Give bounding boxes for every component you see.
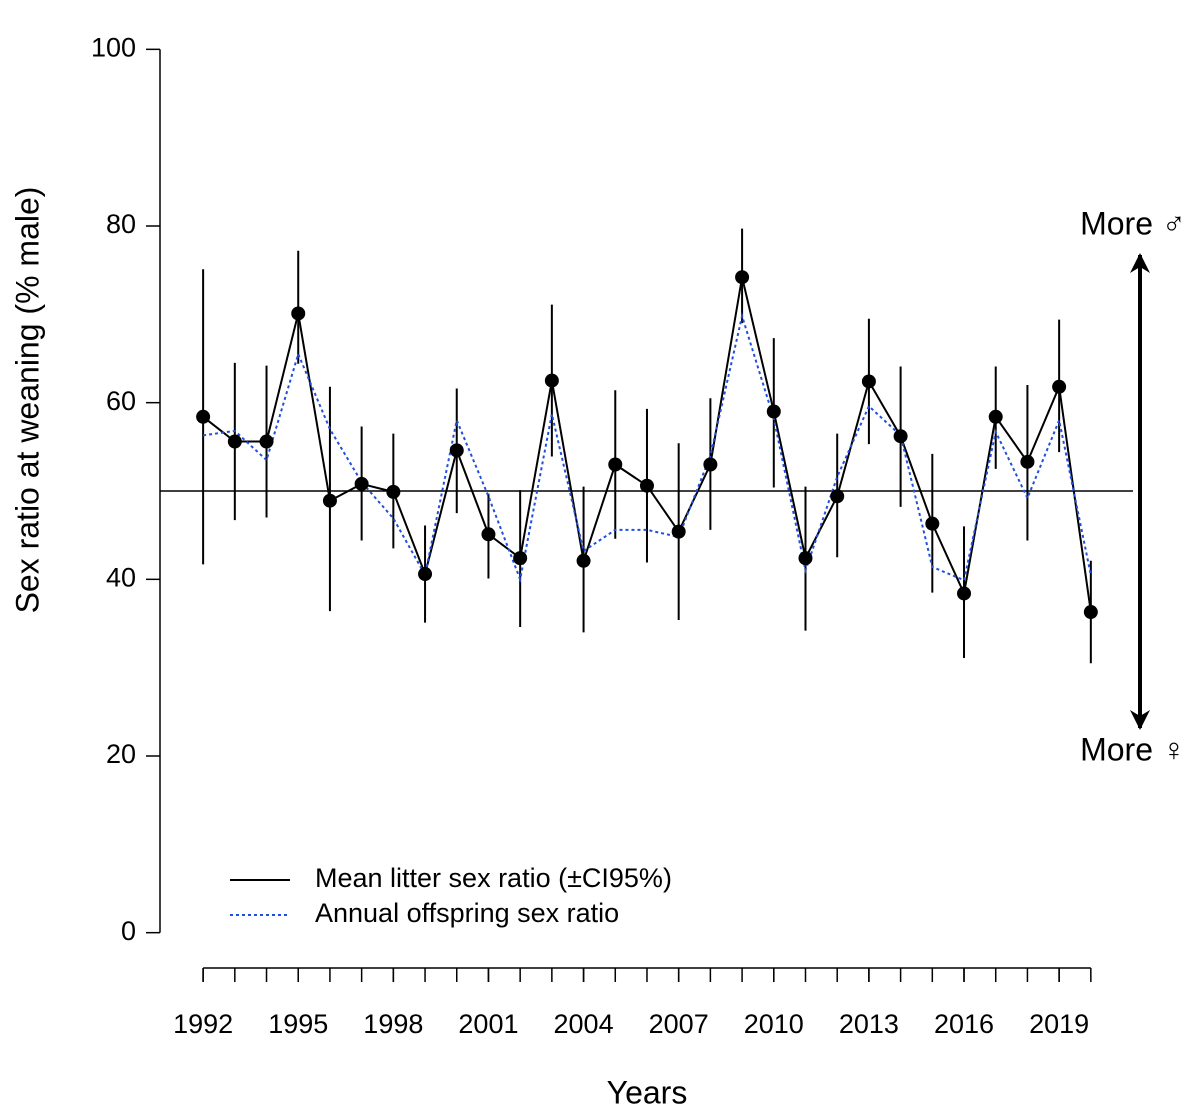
data-point <box>576 553 591 568</box>
data-point <box>988 409 1003 424</box>
x-tick-label: 2010 <box>744 1009 804 1039</box>
data-point <box>418 567 433 582</box>
data-point <box>861 374 876 389</box>
data-point <box>481 527 496 542</box>
y-tick-label: 40 <box>106 562 136 592</box>
x-tick-label: 2007 <box>649 1009 709 1039</box>
y-tick-label: 0 <box>121 916 136 946</box>
x-tick-label: 1998 <box>363 1009 423 1039</box>
y-tick-label: 80 <box>106 209 136 239</box>
data-point <box>671 524 686 539</box>
y-axis-label: Sex ratio at weaning (% male) <box>9 187 45 614</box>
data-point <box>291 306 306 321</box>
data-point <box>735 270 750 285</box>
data-point <box>259 434 274 449</box>
data-point <box>513 551 528 566</box>
y-tick-label: 20 <box>106 739 136 769</box>
x-tick-label: 2001 <box>458 1009 518 1039</box>
data-point <box>544 373 559 388</box>
data-point <box>830 489 845 504</box>
series-line <box>202 312 1092 583</box>
data-point <box>322 493 337 508</box>
data-point <box>957 586 972 601</box>
data-point <box>639 478 654 493</box>
data-point <box>449 443 464 458</box>
x-tick-label: 1995 <box>268 1009 328 1039</box>
x-tick-label: 2013 <box>839 1009 899 1039</box>
x-tick-label: 2016 <box>934 1009 994 1039</box>
data-point <box>703 457 718 472</box>
data-point <box>386 484 401 499</box>
data-point <box>798 551 813 566</box>
data-point <box>766 404 781 419</box>
data-point <box>196 409 211 424</box>
x-tick-label: 2004 <box>554 1009 614 1039</box>
y-tick-label: 60 <box>106 386 136 416</box>
data-point <box>227 434 242 449</box>
x-tick-label: 2019 <box>1029 1009 1089 1039</box>
data-point <box>893 429 908 444</box>
x-tick-label: 1992 <box>173 1009 233 1039</box>
annotation: More ♀ <box>1080 731 1186 767</box>
x-axis-label: Years <box>607 1074 688 1110</box>
data-point <box>1052 379 1067 394</box>
data-point <box>608 457 623 472</box>
legend-label: Annual offspring sex ratio <box>315 898 619 928</box>
data-point <box>1020 454 1035 469</box>
data-point <box>1083 605 1098 620</box>
data-point <box>354 476 369 491</box>
y-tick-label: 100 <box>91 32 136 62</box>
data-point <box>925 516 940 531</box>
annotation: More ♂ <box>1080 205 1186 241</box>
legend-label: Mean litter sex ratio (±CI95%) <box>315 863 672 893</box>
